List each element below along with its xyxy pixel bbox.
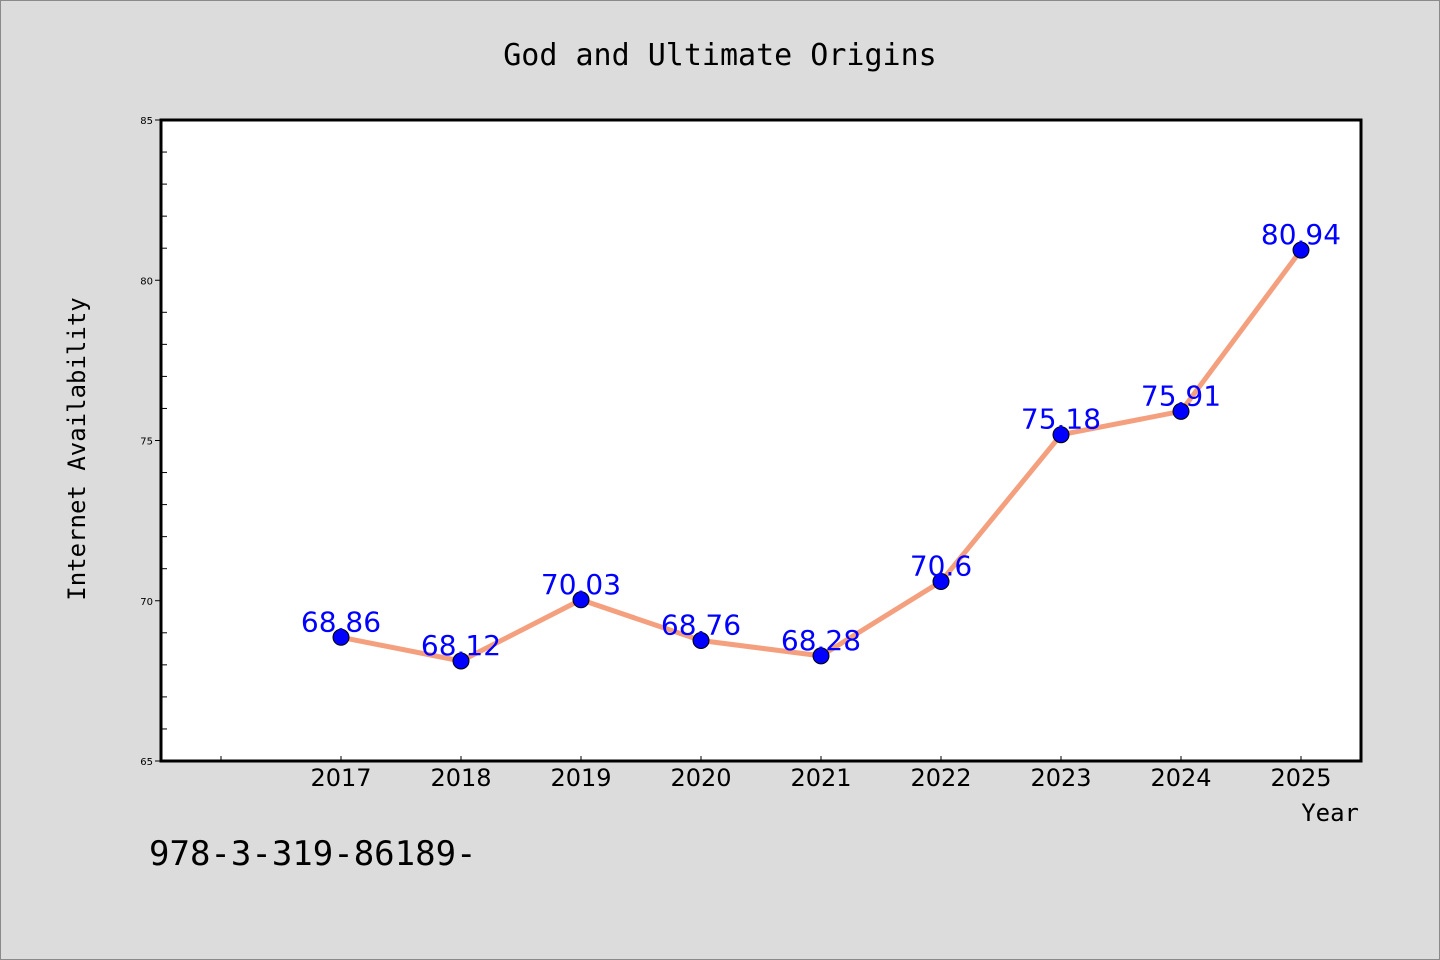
data-point [1292,241,1310,259]
data-point [932,573,950,591]
y-axis: 65 70 75 80 85 [140,116,167,768]
x-tick-label: 2017 [310,764,371,792]
x-tick-label: 2025 [1270,764,1331,792]
x-tick-label: 2021 [790,764,851,792]
y-tick-label: 85 [140,116,153,127]
x-axis-label: Year [1301,799,1359,827]
data-label: 80.94 [1261,218,1341,251]
data-point [692,631,710,649]
x-tick-label: 2020 [670,764,731,792]
chart-title: God and Ultimate Origins [503,38,936,73]
data-label: 70.6 [910,550,972,583]
y-axis-label: Internet Availability [63,297,91,600]
data-label: 68.28 [781,624,861,657]
data-point [332,628,350,646]
y-tick-label: 70 [140,597,153,608]
data-label: 75.18 [1021,403,1101,436]
series-layer: 68.86 68.12 70.03 68.76 68.28 70.6 75.18 75.91 8… [301,218,1341,670]
plot-area [159,118,1363,763]
data-point [1172,402,1190,420]
data-point [452,652,470,670]
x-tick-label: 2022 [910,764,971,792]
data-label: 70.03 [541,568,621,601]
x-tick-label: 2018 [430,764,491,792]
x-tick-label: 2019 [550,764,611,792]
data-label: 75.91 [1141,379,1221,412]
data-point [1052,426,1070,444]
x-tick-label: 2023 [1030,764,1091,792]
y-tick-label: 65 [140,757,153,768]
data-label: 68.12 [421,629,501,662]
x-axis: 2017 2018 2019 2020 2021 2022 2023 2024 2025 [220,756,1332,792]
data-label: 68.86 [301,605,381,638]
footer-isbn-text: 978-3-319-86189- [149,834,477,874]
y-tick-label: 80 [140,276,153,287]
x-tick-label: 2024 [1150,764,1211,792]
y-tick-label: 75 [140,437,153,448]
data-label: 68.76 [661,608,741,641]
data-point [572,591,590,609]
data-point [812,647,830,665]
